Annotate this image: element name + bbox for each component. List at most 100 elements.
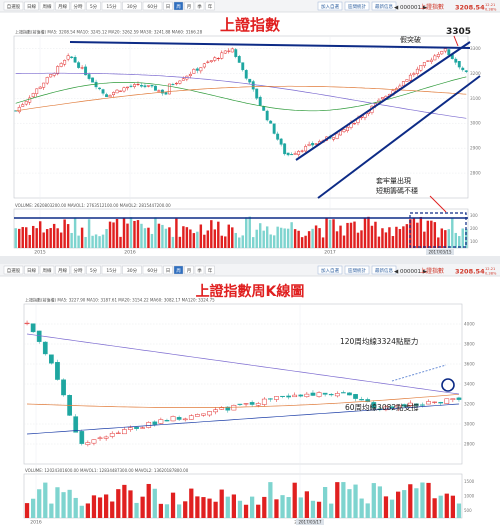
toolbar-button-label[interactable]: 分時 — [74, 3, 83, 10]
toolbar-button[interactable] — [194, 265, 205, 275]
volume-bar — [63, 219, 66, 248]
toolbar-button-label[interactable]: 月 — [187, 268, 192, 274]
toolbar-tab-label[interactable]: 區間統計 — [348, 3, 366, 10]
toolbar-tab-label[interactable]: 加入自選 — [321, 267, 339, 274]
volume-bar — [419, 216, 423, 248]
toolbar-button[interactable] — [101, 265, 122, 275]
toolbar-tab[interactable] — [371, 1, 397, 11]
candle-body — [147, 85, 150, 87]
channel-upper-line — [295, 41, 471, 161]
toolbar-button-label[interactable]: 日線 — [27, 267, 36, 274]
volume-bar — [408, 484, 413, 518]
toolbar-button-label[interactable]: 5分 — [90, 3, 98, 10]
toolbar-tab[interactable] — [317, 265, 343, 275]
toolbar-tab-label[interactable]: 區間統計 — [348, 267, 366, 274]
toolbar-tab-label[interactable]: 最新信息 — [375, 3, 393, 10]
toolbar-button[interactable] — [39, 265, 55, 275]
toolbar-button-label[interactable]: 月線 — [58, 3, 67, 10]
volume-bar — [245, 217, 248, 248]
volume-legend: VOLUME: 2620803200.00 MAVOL1: 2763512100… — [15, 203, 171, 208]
volume-bar — [91, 495, 97, 518]
volume-bar — [49, 228, 52, 248]
toolbar-button[interactable] — [70, 265, 86, 275]
toolbar-button[interactable] — [86, 265, 101, 275]
toolbar-button-label[interactable]: 日線 — [27, 3, 36, 10]
toolbar-button-label[interactable]: 15分 — [106, 3, 117, 10]
candle-body — [38, 86, 42, 89]
candle-body — [314, 143, 318, 145]
toolbar-button-label[interactable]: 日 — [166, 4, 171, 10]
candle-body — [290, 154, 294, 156]
toolbar-button-label[interactable]: 周線 — [43, 3, 52, 10]
toolbar-button[interactable] — [194, 1, 205, 11]
candle-body — [407, 402, 413, 406]
toolbar-button-label[interactable]: 自選股 — [7, 267, 21, 274]
toolbar-button[interactable] — [101, 1, 122, 11]
toolbar-button-label[interactable]: 30分 — [127, 267, 138, 274]
candle-body — [36, 330, 42, 342]
toolbar-tab[interactable] — [344, 265, 370, 275]
toolbar-button[interactable] — [163, 265, 173, 275]
toolbar-button[interactable] — [24, 265, 39, 275]
toolbar-button-label[interactable]: 周 — [176, 268, 181, 274]
toolbar-button[interactable] — [173, 265, 184, 275]
toolbar-tab-label[interactable]: 最新信息 — [375, 267, 393, 274]
toolbar-button[interactable] — [70, 1, 86, 11]
toolbar-tab[interactable] — [317, 1, 343, 11]
toolbar-button-label[interactable]: 周線 — [43, 267, 52, 274]
toolbar-button[interactable] — [39, 1, 55, 11]
volume-bar — [255, 229, 258, 248]
toolbar-tab[interactable] — [371, 265, 397, 275]
candle-body — [414, 403, 419, 406]
candle-body — [87, 74, 91, 79]
toolbar-tab[interactable] — [344, 1, 370, 11]
candle-body — [136, 83, 140, 86]
volume-bar — [189, 229, 192, 248]
volume-bar — [70, 232, 73, 248]
candle-body — [219, 407, 225, 410]
toolbar-button-label[interactable]: 年 — [208, 267, 213, 274]
toolbar-button-label[interactable]: 60分 — [147, 267, 158, 274]
toolbar-button-label[interactable]: 30分 — [127, 3, 138, 10]
candle-body — [91, 77, 95, 83]
toolbar-button[interactable] — [163, 1, 173, 11]
toolbar-button[interactable] — [173, 1, 184, 11]
volume-bar — [402, 226, 405, 248]
candle-body — [115, 89, 119, 94]
toolbar-button[interactable] — [3, 265, 24, 275]
toolbar-button-label[interactable]: 分時 — [74, 267, 83, 274]
volume-bar — [367, 216, 370, 248]
toolbar-button-label[interactable]: 年 — [208, 3, 213, 10]
toolbar-button[interactable] — [86, 1, 101, 11]
toolbar-button-label[interactable]: 自選股 — [7, 3, 21, 10]
toolbar-button[interactable] — [205, 1, 215, 11]
toolbar-button[interactable] — [122, 265, 142, 275]
toolbar-button[interactable] — [122, 1, 142, 11]
toolbar-button-label[interactable]: 5分 — [90, 267, 98, 274]
toolbar-tab-label[interactable]: 加入自選 — [321, 3, 339, 10]
toolbar-button[interactable] — [24, 1, 39, 11]
toolbar-button-label[interactable]: 月線 — [58, 267, 67, 274]
toolbar-button-label[interactable]: 15分 — [106, 267, 117, 274]
toolbar-button-label[interactable]: 周 — [176, 4, 181, 10]
toolbar-button-label[interactable]: 60分 — [147, 3, 158, 10]
volume-bar — [224, 236, 227, 248]
volume-bar — [217, 221, 220, 248]
volume-bar — [398, 229, 402, 248]
candle-body — [199, 67, 203, 72]
toolbar-button[interactable] — [55, 265, 70, 275]
toolbar-button-label[interactable]: 月 — [187, 4, 192, 10]
toolbar-button[interactable] — [184, 1, 194, 11]
toolbar-button[interactable] — [142, 265, 163, 275]
volume-bar — [447, 229, 451, 248]
volume-bar — [328, 219, 332, 248]
toolbar-button[interactable] — [184, 265, 194, 275]
toolbar-button[interactable] — [3, 1, 24, 11]
toolbar-button[interactable] — [205, 265, 215, 275]
volume-bar — [402, 490, 407, 518]
toolbar-button[interactable] — [142, 1, 163, 11]
toolbar-button-label[interactable]: 季 — [197, 267, 202, 274]
toolbar-button-label[interactable]: 季 — [197, 3, 202, 10]
toolbar-button-label[interactable]: 日 — [166, 268, 171, 274]
toolbar-button[interactable] — [55, 1, 70, 11]
